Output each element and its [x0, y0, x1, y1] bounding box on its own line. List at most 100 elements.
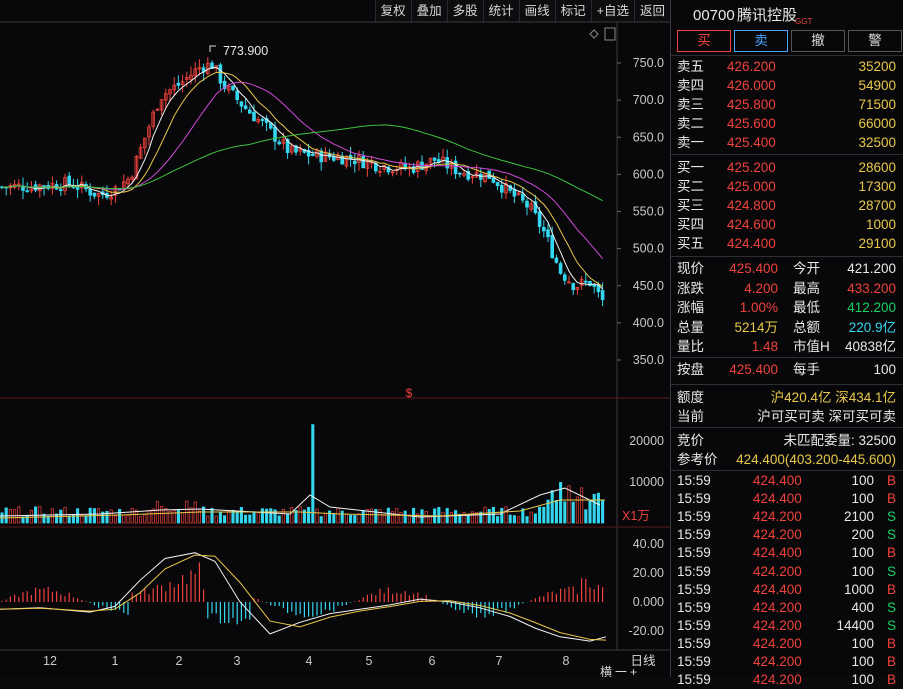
zoom-control[interactable]: + [630, 665, 637, 677]
toolbar-button[interactable]: 统计 [482, 0, 519, 22]
quote-label: 今开 [793, 261, 820, 276]
candle-body [172, 84, 177, 91]
candle-body [109, 196, 114, 200]
quote-label: 总额 [793, 319, 820, 335]
ask-volume: 66000 [858, 116, 896, 131]
volume-bar [143, 514, 147, 524]
volume-bar [122, 514, 126, 524]
month-label: 7 [496, 654, 503, 668]
volume-bar [378, 509, 382, 524]
zoom-control[interactable]: 横 [600, 665, 612, 677]
candle-body [210, 62, 214, 69]
bid-price: 425.200 [727, 160, 776, 175]
tick-row[interactable]: 15:59 424.400 1000 B [671, 580, 903, 599]
tick-row[interactable]: 15:59 424.200 200 S [671, 525, 903, 544]
tick-side: S [886, 599, 896, 615]
volume-bar [311, 424, 315, 524]
kline-chart[interactable]: 750.0 700.0 650.0 600.0 550.0 500.0 450.0 400.0… [0, 0, 670, 677]
ask-price: 425.800 [727, 97, 776, 112]
candle-body [197, 66, 202, 70]
divider [671, 470, 903, 471]
bid-volume: 28600 [858, 160, 896, 175]
bid-row: 买一 425.200 28600 [671, 158, 903, 177]
macd-dif-line [0, 552, 607, 642]
quote-label: 每手 [793, 362, 820, 377]
price-axis-label: 450.0 [633, 279, 664, 293]
volume-bar [319, 516, 323, 524]
candle-body [499, 184, 504, 193]
ask-volume: 71500 [858, 97, 896, 112]
tick-time: 15:59 [677, 581, 711, 597]
month-label: 2 [176, 654, 183, 668]
ask-label: 卖五 [677, 59, 704, 74]
toolbar-button[interactable]: 画线 [518, 0, 555, 22]
volume-bar [265, 508, 269, 524]
volume-bar [462, 511, 466, 524]
tick-row[interactable]: 15:59 424.200 2100 S [671, 507, 903, 526]
quote-value: 220.9亿 [848, 319, 896, 335]
quote-value: 4.200 [744, 280, 778, 296]
volume-bar [332, 513, 336, 524]
ma-line [1, 81, 603, 260]
candle-body [411, 166, 416, 173]
candle-body [96, 193, 101, 197]
connect-row-auction: 竞价 未匹配委量: 32500 [671, 431, 903, 450]
tick-row[interactable]: 15:59 424.200 100 B [671, 652, 903, 671]
volume-bar [214, 515, 218, 524]
candle-body [521, 193, 525, 201]
tick-time: 15:59 [677, 473, 711, 488]
candle-body [495, 182, 500, 187]
bid-label: 买五 [677, 236, 704, 251]
zoom-control[interactable]: 一 [615, 665, 627, 677]
period-label: 日线 [630, 654, 656, 668]
toolbar-button[interactable]: 多股 [446, 0, 483, 22]
volume-bar [374, 508, 378, 524]
divider [671, 256, 903, 257]
quote-label: 涨幅 [677, 300, 704, 315]
candle-body [365, 160, 370, 169]
stock-code: 00700 [693, 7, 735, 24]
candle-body [571, 283, 575, 291]
candle-body [470, 176, 475, 179]
cancel-order-button[interactable]: 撤 [791, 30, 845, 52]
sell-button[interactable]: 卖 [734, 30, 788, 52]
connect-row-quota: 额度 沪420.4亿 深434.1亿 [671, 388, 903, 407]
quote-label: 涨跌 [677, 280, 704, 296]
tick-row[interactable]: 15:59 424.200 14400 S [671, 616, 903, 635]
toolbar-button[interactable]: +自选 [590, 0, 634, 22]
toolbar-button[interactable]: 返回 [633, 0, 670, 22]
volume-bar [223, 515, 227, 524]
candle-body [189, 74, 193, 80]
tick-price: 424.200 [753, 527, 802, 543]
tick-row[interactable]: 15:59 424.200 100 S [671, 562, 903, 581]
buy-button[interactable]: 买 [677, 30, 731, 52]
macd-dea-line [0, 554, 607, 641]
candle-body [533, 201, 538, 214]
toolbar-button[interactable]: 复权 [374, 0, 411, 22]
quote-row-pan: 按盘 425.400 每手 100 [671, 360, 903, 379]
quote-row: 涨跌 4.200 最高 433.200 [671, 279, 903, 298]
candle-body [319, 150, 323, 163]
tick-row[interactable]: 15:59 424.200 400 S [671, 598, 903, 617]
volume-bar [361, 509, 365, 524]
tick-row[interactable]: 15:59 424.400 100 B [671, 471, 903, 490]
toolbar-button[interactable]: 标记 [554, 0, 591, 22]
candle-body [222, 80, 227, 90]
tick-price: 424.200 [753, 563, 802, 579]
volume-bar [281, 509, 285, 524]
price-axis-label: 600.0 [633, 167, 664, 181]
toolbar-button[interactable]: 叠加 [410, 0, 447, 22]
volume-bar [197, 510, 201, 524]
alert-button[interactable]: 警 [848, 30, 902, 52]
volume-bar [567, 485, 571, 524]
chart-area[interactable]: 复权 叠加 多股 统计 画线 标记 +自选 返回 750.0 700.0 650.0 600.0 55… [0, 0, 670, 677]
tick-row[interactable]: 15:59 424.400 100 B [671, 543, 903, 562]
connect-row-ref: 参考价 424.400(403.200-445.600) [671, 450, 903, 469]
ask-price: 425.600 [727, 116, 776, 131]
tick-row[interactable]: 15:59 424.400 100 B [671, 489, 903, 508]
candle-body [478, 173, 483, 180]
volume-bar [273, 509, 277, 524]
volume-bar [147, 510, 151, 524]
tick-row[interactable]: 15:59 424.200 100 B [671, 670, 903, 689]
tick-row[interactable]: 15:59 424.200 100 B [671, 634, 903, 653]
